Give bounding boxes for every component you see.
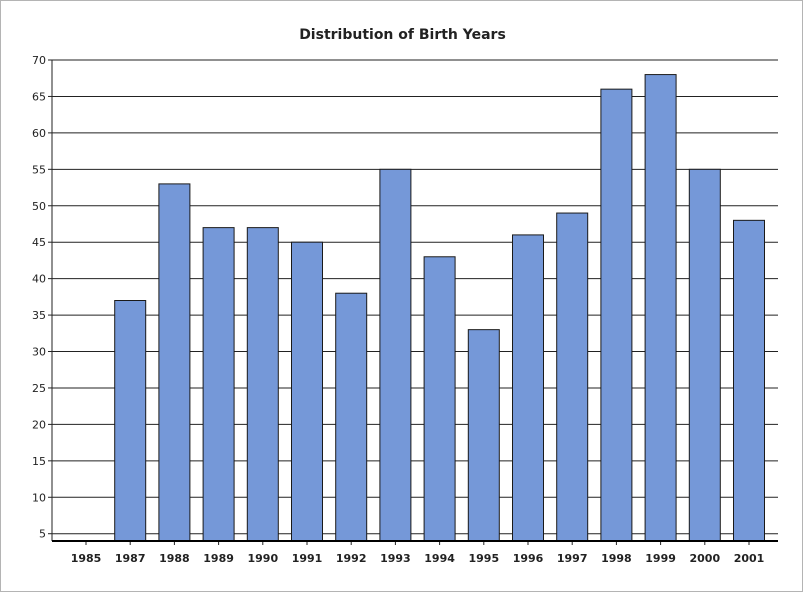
x-tick-label-2000: 2000: [689, 552, 720, 565]
x-tick-label-1987: 1987: [115, 552, 146, 565]
y-tick-label: 65: [32, 90, 46, 103]
y-tick-label: 50: [32, 200, 46, 213]
bar-1989: [202, 227, 235, 542]
x-tick-label-1999: 1999: [645, 552, 676, 565]
y-tick-label: 35: [32, 309, 46, 322]
x-tick-label-1985: 1985: [71, 552, 102, 565]
x-tick-label-1996: 1996: [513, 552, 544, 565]
y-tick-label: 5: [39, 528, 46, 541]
y-tick-label: 30: [32, 346, 46, 359]
x-tick-label-1994: 1994: [424, 552, 455, 565]
y-tick-label: 25: [32, 382, 46, 395]
y-tick-label: 15: [32, 455, 46, 468]
bar-1998: [600, 88, 633, 542]
bar-1987: [114, 300, 147, 542]
x-tick-label-2001: 2001: [734, 552, 765, 565]
tick-labels: 5 10 15 20 25 30 35 40 45 50 55 60 65 70 1985 1987 1988 1…: [32, 54, 764, 565]
bar-1992: [335, 292, 368, 542]
bar-1999: [644, 74, 677, 542]
bar-1991: [291, 241, 323, 542]
bar-1993: [379, 168, 412, 542]
y-tick-label: 20: [32, 418, 46, 431]
x-tick-label-1992: 1992: [336, 552, 367, 565]
axes: [48, 59, 778, 545]
bar-1990: [246, 227, 279, 542]
bars: [114, 74, 765, 542]
bar-2001: [733, 219, 765, 542]
x-tick-label-1991: 1991: [292, 552, 323, 565]
x-tick-label-1989: 1989: [203, 552, 234, 565]
chart-title: Distribution of Birth Years: [299, 27, 506, 43]
y-tick-label: 55: [32, 163, 46, 176]
bar-1995: [467, 329, 500, 542]
y-tick-label: 70: [32, 54, 46, 67]
y-tick-label: 10: [32, 491, 46, 504]
x-tick-label-1988: 1988: [159, 552, 190, 565]
bar-2000: [688, 168, 721, 542]
x-tick-label-1995: 1995: [468, 552, 499, 565]
x-tick-label-1990: 1990: [247, 552, 278, 565]
bar-1996: [512, 234, 544, 542]
x-tick-label-1998: 1998: [601, 552, 632, 565]
bar-1997: [556, 212, 589, 542]
x-tick-label-1993: 1993: [380, 552, 411, 565]
bar-1994: [423, 256, 456, 542]
y-tick-label: 45: [32, 236, 46, 249]
y-tick-label: 40: [32, 273, 46, 286]
y-tick-label: 60: [32, 127, 46, 140]
x-tick-label-1997: 1997: [557, 552, 588, 565]
bar-1988: [158, 183, 191, 542]
